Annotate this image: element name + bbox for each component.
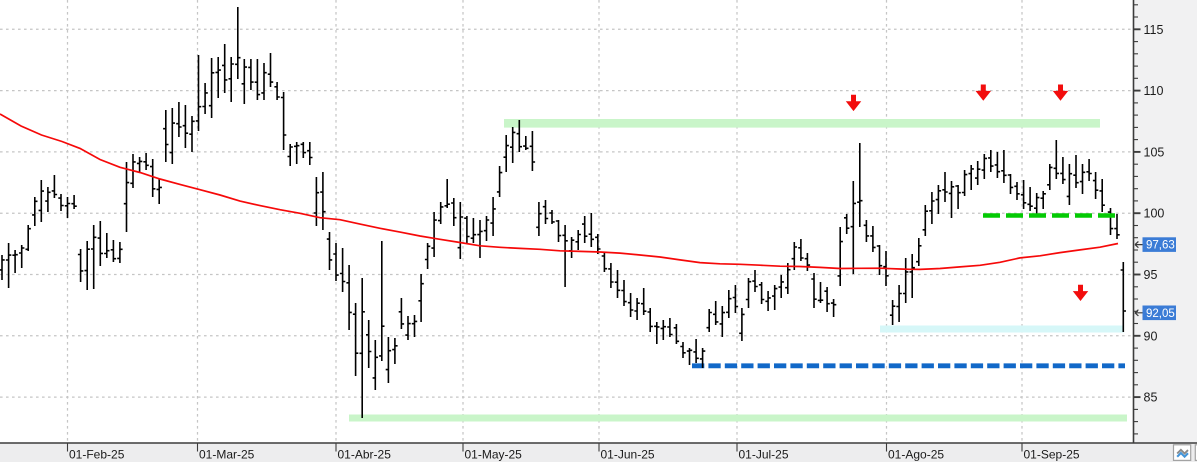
svg-text:90: 90 [1144, 329, 1158, 343]
svg-text:01-Mar-25: 01-Mar-25 [199, 448, 255, 462]
svg-text:01-Feb-25: 01-Feb-25 [69, 448, 125, 462]
svg-text:01-Sep-25: 01-Sep-25 [1024, 448, 1080, 462]
svg-text:01-Jul-25: 01-Jul-25 [739, 448, 789, 462]
svg-text:01-Abr-25: 01-Abr-25 [338, 448, 392, 462]
svg-text:01-Jun-25: 01-Jun-25 [601, 448, 655, 462]
svg-text:105: 105 [1144, 145, 1165, 159]
svg-text:95: 95 [1144, 268, 1158, 282]
svg-text:100: 100 [1144, 207, 1165, 221]
svg-text:110: 110 [1144, 84, 1164, 98]
svg-text:115: 115 [1144, 23, 1164, 37]
svg-text:97,63: 97,63 [1146, 240, 1175, 252]
svg-text:01-Ago-25: 01-Ago-25 [888, 448, 944, 462]
svg-text:01-May-25: 01-May-25 [465, 448, 523, 462]
svg-text:85: 85 [1144, 391, 1158, 405]
svg-text:92,05: 92,05 [1146, 308, 1175, 320]
